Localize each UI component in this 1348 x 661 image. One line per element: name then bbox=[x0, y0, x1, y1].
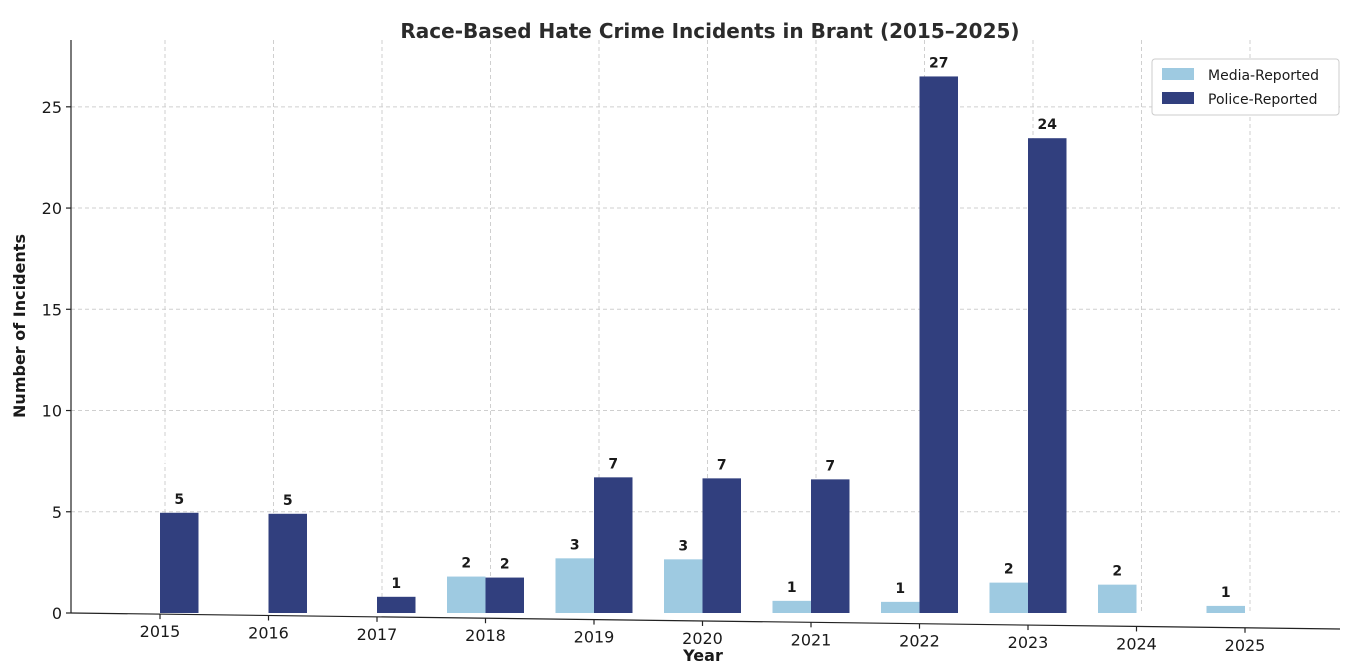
y-tick-label-20: 20 bbox=[42, 199, 62, 218]
x-tick-label-2025: 2025 bbox=[1225, 636, 1266, 655]
x-tick-label-2016: 2016 bbox=[248, 623, 289, 642]
legend-label-media: Media-Reported bbox=[1208, 68, 1319, 84]
bar-police-2020 bbox=[702, 478, 741, 613]
legend-swatch-police bbox=[1162, 92, 1194, 104]
bar-media-2024 bbox=[1098, 584, 1137, 613]
bar-police-2015 bbox=[160, 512, 199, 613]
data-label-media-2022: 1 bbox=[895, 581, 905, 597]
bar-police-2023 bbox=[1028, 138, 1067, 613]
x-axis-label: Year bbox=[682, 646, 723, 661]
y-axis-label: Number of Incidents bbox=[10, 234, 29, 418]
x-tick-label-2023: 2023 bbox=[1008, 633, 1049, 652]
data-label-police-2018: 2 bbox=[500, 557, 510, 573]
y-tick-label-25: 25 bbox=[42, 98, 62, 117]
bar-media-2019 bbox=[555, 558, 594, 613]
data-label-police-2016: 5 bbox=[283, 493, 293, 509]
x-tick-label-2018: 2018 bbox=[465, 626, 506, 645]
data-label-police-2023: 24 bbox=[1038, 117, 1058, 133]
data-label-media-2023: 2 bbox=[1004, 562, 1014, 578]
y-tick-label-5: 5 bbox=[52, 503, 62, 522]
bar-media-2018 bbox=[447, 576, 486, 613]
bar-police-2022 bbox=[919, 76, 958, 613]
bar-media-2021 bbox=[772, 600, 811, 613]
bar-police-2019 bbox=[594, 477, 633, 613]
bar-media-2023 bbox=[989, 582, 1028, 613]
legend-swatch-media bbox=[1162, 68, 1194, 80]
bar-police-2021 bbox=[811, 479, 850, 613]
x-tick-label-2015: 2015 bbox=[140, 622, 181, 641]
data-label-media-2020: 3 bbox=[678, 538, 688, 554]
legend-label-police: Police-Reported bbox=[1208, 92, 1318, 108]
y-tick-label-0: 0 bbox=[52, 604, 62, 623]
data-label-police-2021: 7 bbox=[825, 458, 835, 474]
data-label-media-2025: 1 bbox=[1221, 585, 1231, 601]
data-label-media-2018: 2 bbox=[461, 556, 471, 572]
x-tick-label-2024: 2024 bbox=[1116, 634, 1157, 653]
y-tick-label-15: 15 bbox=[42, 300, 62, 319]
x-tick-label-2017: 2017 bbox=[357, 625, 398, 644]
bar-police-2016 bbox=[268, 513, 307, 613]
data-label-police-2022: 27 bbox=[929, 55, 948, 71]
bar-police-2018 bbox=[485, 577, 524, 613]
y-tick-labels: 0 5 10 15 20 25 bbox=[42, 98, 62, 623]
legend-box bbox=[1151, 58, 1340, 116]
data-label-media-2024: 2 bbox=[1112, 564, 1122, 580]
legend: Media-Reported Police-Reported bbox=[1151, 58, 1340, 116]
bar-police-2017 bbox=[377, 596, 416, 613]
x-tick-label-2020: 2020 bbox=[682, 629, 723, 648]
data-label-police-2020: 7 bbox=[717, 457, 727, 473]
bar-media-2022 bbox=[881, 601, 920, 613]
data-label-police-2019: 7 bbox=[608, 456, 618, 472]
x-tick-label-2021: 2021 bbox=[791, 630, 832, 649]
data-label-media-2021: 1 bbox=[787, 580, 797, 596]
axes bbox=[66, 40, 1341, 633]
data-label-media-2019: 3 bbox=[570, 537, 580, 553]
x-tick-labels: 2015 2016 2017 2018 2019 2020 2021 2022 2023 2024… bbox=[140, 622, 1266, 655]
chart-title: Race-Based Hate Crime Incidents in Brant… bbox=[400, 19, 1019, 43]
data-label-police-2015: 5 bbox=[174, 492, 184, 508]
x-tick-label-2019: 2019 bbox=[574, 628, 615, 647]
data-label-police-2017: 1 bbox=[391, 576, 401, 592]
x-tick-label-2022: 2022 bbox=[899, 632, 940, 651]
bar-media-2020 bbox=[664, 559, 703, 613]
watermark-text: Data 2023 bbox=[158, 432, 337, 472]
bar-media-2025 bbox=[1206, 605, 1245, 613]
bars bbox=[160, 76, 1245, 613]
x-axis-line bbox=[70, 612, 1341, 630]
y-tick-label-10: 10 bbox=[42, 402, 62, 421]
